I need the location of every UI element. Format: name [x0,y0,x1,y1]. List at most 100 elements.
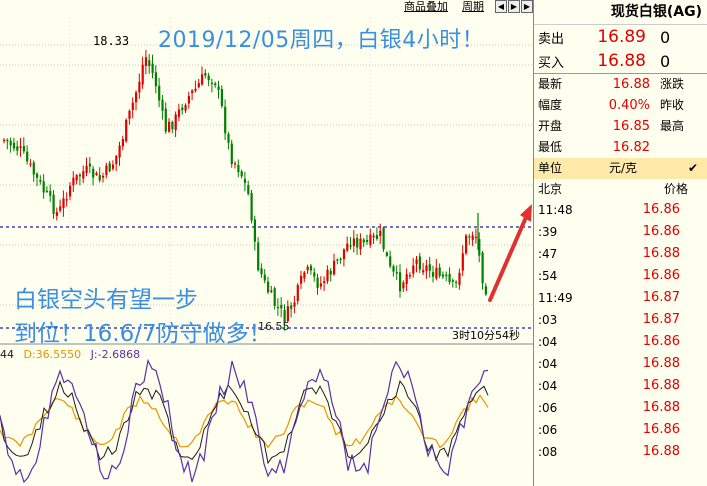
tick-time: :06 [538,423,558,437]
candle-body [286,306,289,322]
tick-time: :04 [538,357,558,371]
unit-value: 元/克 [608,161,638,175]
candle-body [138,81,141,93]
candle-body [458,272,461,285]
candle-body [32,162,35,175]
candle-body [161,99,164,111]
tick-row: :08 16.88 [534,441,707,463]
overlay-button[interactable]: 商品叠加 [404,0,448,13]
stat-value: 16.82 [612,140,650,155]
candle-body [461,253,464,271]
candle-body [111,164,115,169]
candle-body [412,265,415,274]
tick-row: :04 16.88 [534,375,707,397]
candle-body [478,239,481,256]
candle-body [105,165,108,176]
candle-body [290,305,293,309]
candle-body [326,269,329,282]
candle-body [234,163,237,165]
candle-body [369,234,372,245]
tick-price: 16.88 [642,444,680,459]
candle-body [85,165,88,173]
stat-label-secondary [650,137,660,158]
candle-body [72,177,75,186]
candle-body [29,163,32,165]
unit-row[interactable]: 单位 元/克 ✔ [534,158,707,179]
chart-headline: 2019/12/05周四，白银4小时！ [158,28,485,53]
candle-body [471,235,474,240]
candle-body [135,92,138,103]
kdj-d-value: D:36.5550 [23,348,82,361]
candle-body [432,272,435,277]
candle-body [240,171,243,177]
candle-body [52,194,55,214]
checkmark-icon[interactable]: ✔ [687,161,698,175]
candle-body [154,72,157,87]
sell-price: 16.89 [597,27,646,47]
stat-row: 幅度 0.40% 昨收 [534,95,707,116]
candle-body [207,75,210,81]
price-chart[interactable] [0,0,533,486]
sell-row: 卖出 16.89 0 [534,25,707,49]
candle-body [118,145,121,158]
candle-body [227,133,230,143]
period-button[interactable]: 周期 [462,0,484,13]
candle-body [402,282,405,289]
tick-price: 16.86 [642,334,680,349]
candle-body [174,114,177,131]
candle-body [422,270,425,273]
candle-body [6,139,9,142]
scroll-left-icon[interactable]: ◀ [495,0,507,13]
candle-body [316,277,319,288]
candle-body [441,274,445,277]
tick-row: :06 16.88 [534,397,707,419]
candle-body [210,82,214,84]
tick-time: 11:49 [538,291,573,305]
scroll-end-icon[interactable]: ▶ [521,0,533,13]
tick-price: 16.86 [642,202,680,217]
candle-body [78,174,82,177]
candle-body [250,192,253,221]
candle-body [187,95,190,104]
kdj-j-value: J:-2.6868 [90,348,141,361]
candle-body [418,256,421,270]
tick-row: :04 16.88 [534,353,707,375]
candle-body [128,110,131,119]
low-price-label: 16.55 [258,320,290,333]
candle-body [214,83,217,86]
tick-row: :39 16.86 [534,221,707,243]
tick-time: :39 [538,225,558,239]
candle-body [333,260,336,275]
candle-body [267,281,270,293]
candle-body [69,185,72,197]
tick-price: 16.88 [642,400,680,415]
candle-body [16,146,19,151]
candle-body [115,156,118,165]
tick-price: 16.88 [642,356,680,371]
candle-body [131,102,134,110]
tick-price: 16.88 [642,378,680,393]
buy-volume: 0 [660,51,671,71]
candle-body [455,281,458,284]
candle-body [276,306,280,309]
candle-body [151,63,154,73]
stat-row: 最新 16.88 涨跌 [534,74,707,95]
tick-time: :04 [538,335,558,349]
sell-label: 卖出 [538,31,565,47]
tick-row: :06 16.86 [534,419,707,441]
stat-value: 16.88 [612,77,650,92]
candle-body [168,121,171,132]
candle-body [425,265,428,272]
tick-row: :54 16.86 [534,265,707,287]
scroll-right-icon[interactable]: ▶ [508,0,520,13]
candle-body [362,239,365,243]
candle-body [273,288,276,306]
candle-body [323,281,326,284]
candle-body [445,274,448,277]
tick-row: 11:49 16.87 [534,287,707,309]
buy-row: 买入 16.88 0 [534,49,707,73]
candle-body [201,74,204,85]
chart-panel[interactable]: 商品叠加 周期 ◀ ▶ ▶ 18.33 2019/12/05周四，白银4小时！ … [0,0,533,486]
candle-body [415,259,418,264]
candle-body [62,198,65,209]
